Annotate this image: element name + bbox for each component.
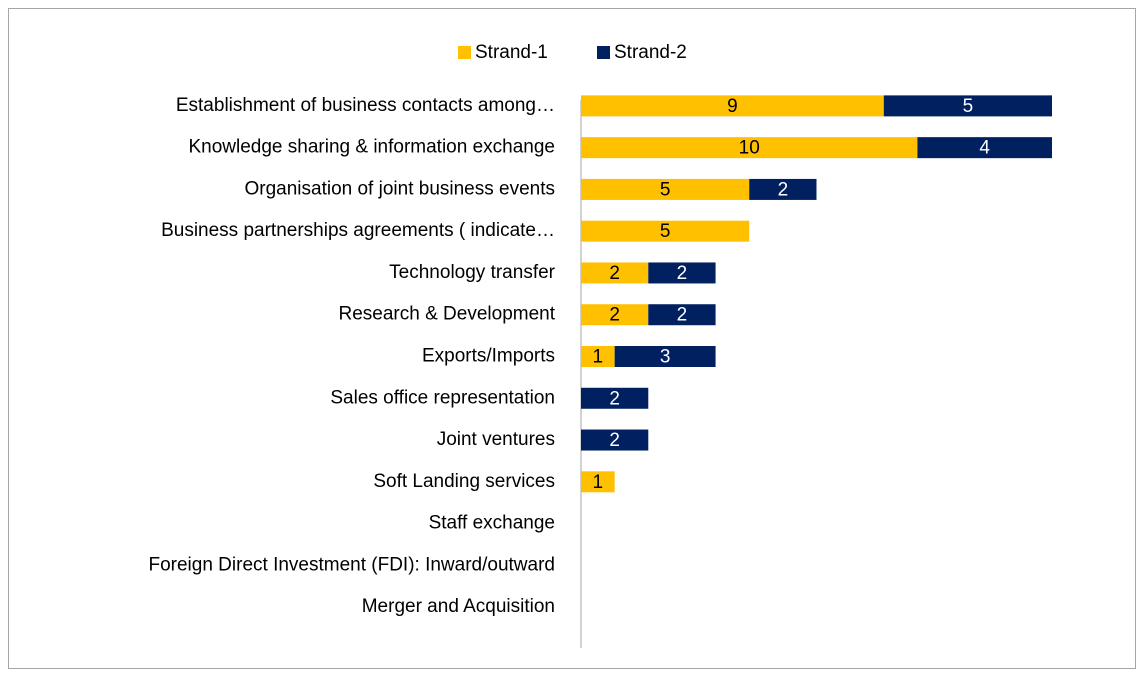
data-label: 2 — [609, 263, 620, 284]
data-label: 4 — [979, 138, 990, 159]
bar-segment — [581, 178, 750, 200]
y-tick-label: Foreign Direct Investment (FDI): Inward/… — [148, 554, 555, 575]
bar-segment — [648, 304, 716, 326]
bar-segment — [581, 262, 649, 284]
data-label: 5 — [660, 221, 671, 242]
bar-segment — [581, 95, 884, 117]
legend-swatch — [458, 46, 471, 59]
data-label: 10 — [739, 138, 760, 159]
legend-label: Strand-2 — [614, 42, 687, 63]
bar-segment — [581, 429, 649, 451]
bar-segment — [581, 137, 918, 159]
bar-segment — [581, 346, 615, 367]
y-tick-label: Soft Landing services — [373, 471, 555, 492]
data-label: 2 — [609, 388, 620, 409]
y-tick-label: Joint ventures — [437, 429, 555, 450]
bar-segment — [883, 95, 1052, 117]
data-label: 2 — [677, 263, 688, 284]
bar-segment — [614, 346, 716, 367]
bar-segment — [581, 220, 750, 242]
bar-segment — [581, 304, 649, 326]
y-tick-label: Sales office representation — [330, 387, 555, 408]
y-tick-label: Organisation of joint business events — [244, 178, 555, 199]
y-tick-label: Establishment of business contacts among… — [176, 95, 555, 116]
data-label: 1 — [593, 472, 604, 493]
y-tick-label: Exports/Imports — [422, 346, 555, 367]
data-label: 5 — [660, 179, 671, 200]
data-label: 2 — [609, 305, 620, 326]
data-label: 2 — [677, 305, 688, 326]
data-label: 9 — [727, 96, 738, 117]
data-label: 5 — [963, 96, 974, 117]
y-tick-label: Research & Development — [339, 304, 556, 325]
bar-segment — [749, 178, 817, 200]
legend-swatch — [597, 46, 610, 59]
y-tick-label: Business partnerships agreements ( indic… — [161, 220, 555, 241]
y-tick-label: Staff exchange — [429, 513, 555, 534]
data-label: 2 — [778, 179, 789, 200]
legend-label: Strand-1 — [475, 42, 548, 63]
data-label: 1 — [593, 347, 604, 368]
bar-segment — [648, 262, 716, 284]
bar-segment — [581, 471, 615, 493]
y-tick-label: Merger and Acquisition — [362, 596, 555, 617]
bar-segment — [917, 137, 1052, 159]
y-tick-label: Technology transfer — [389, 262, 555, 283]
y-tick-label: Knowledge sharing & information exchange — [188, 137, 555, 158]
chart-frame — [8, 8, 1136, 669]
data-label: 2 — [609, 430, 620, 451]
data-label: 3 — [660, 347, 671, 368]
bar-segment — [581, 387, 649, 409]
